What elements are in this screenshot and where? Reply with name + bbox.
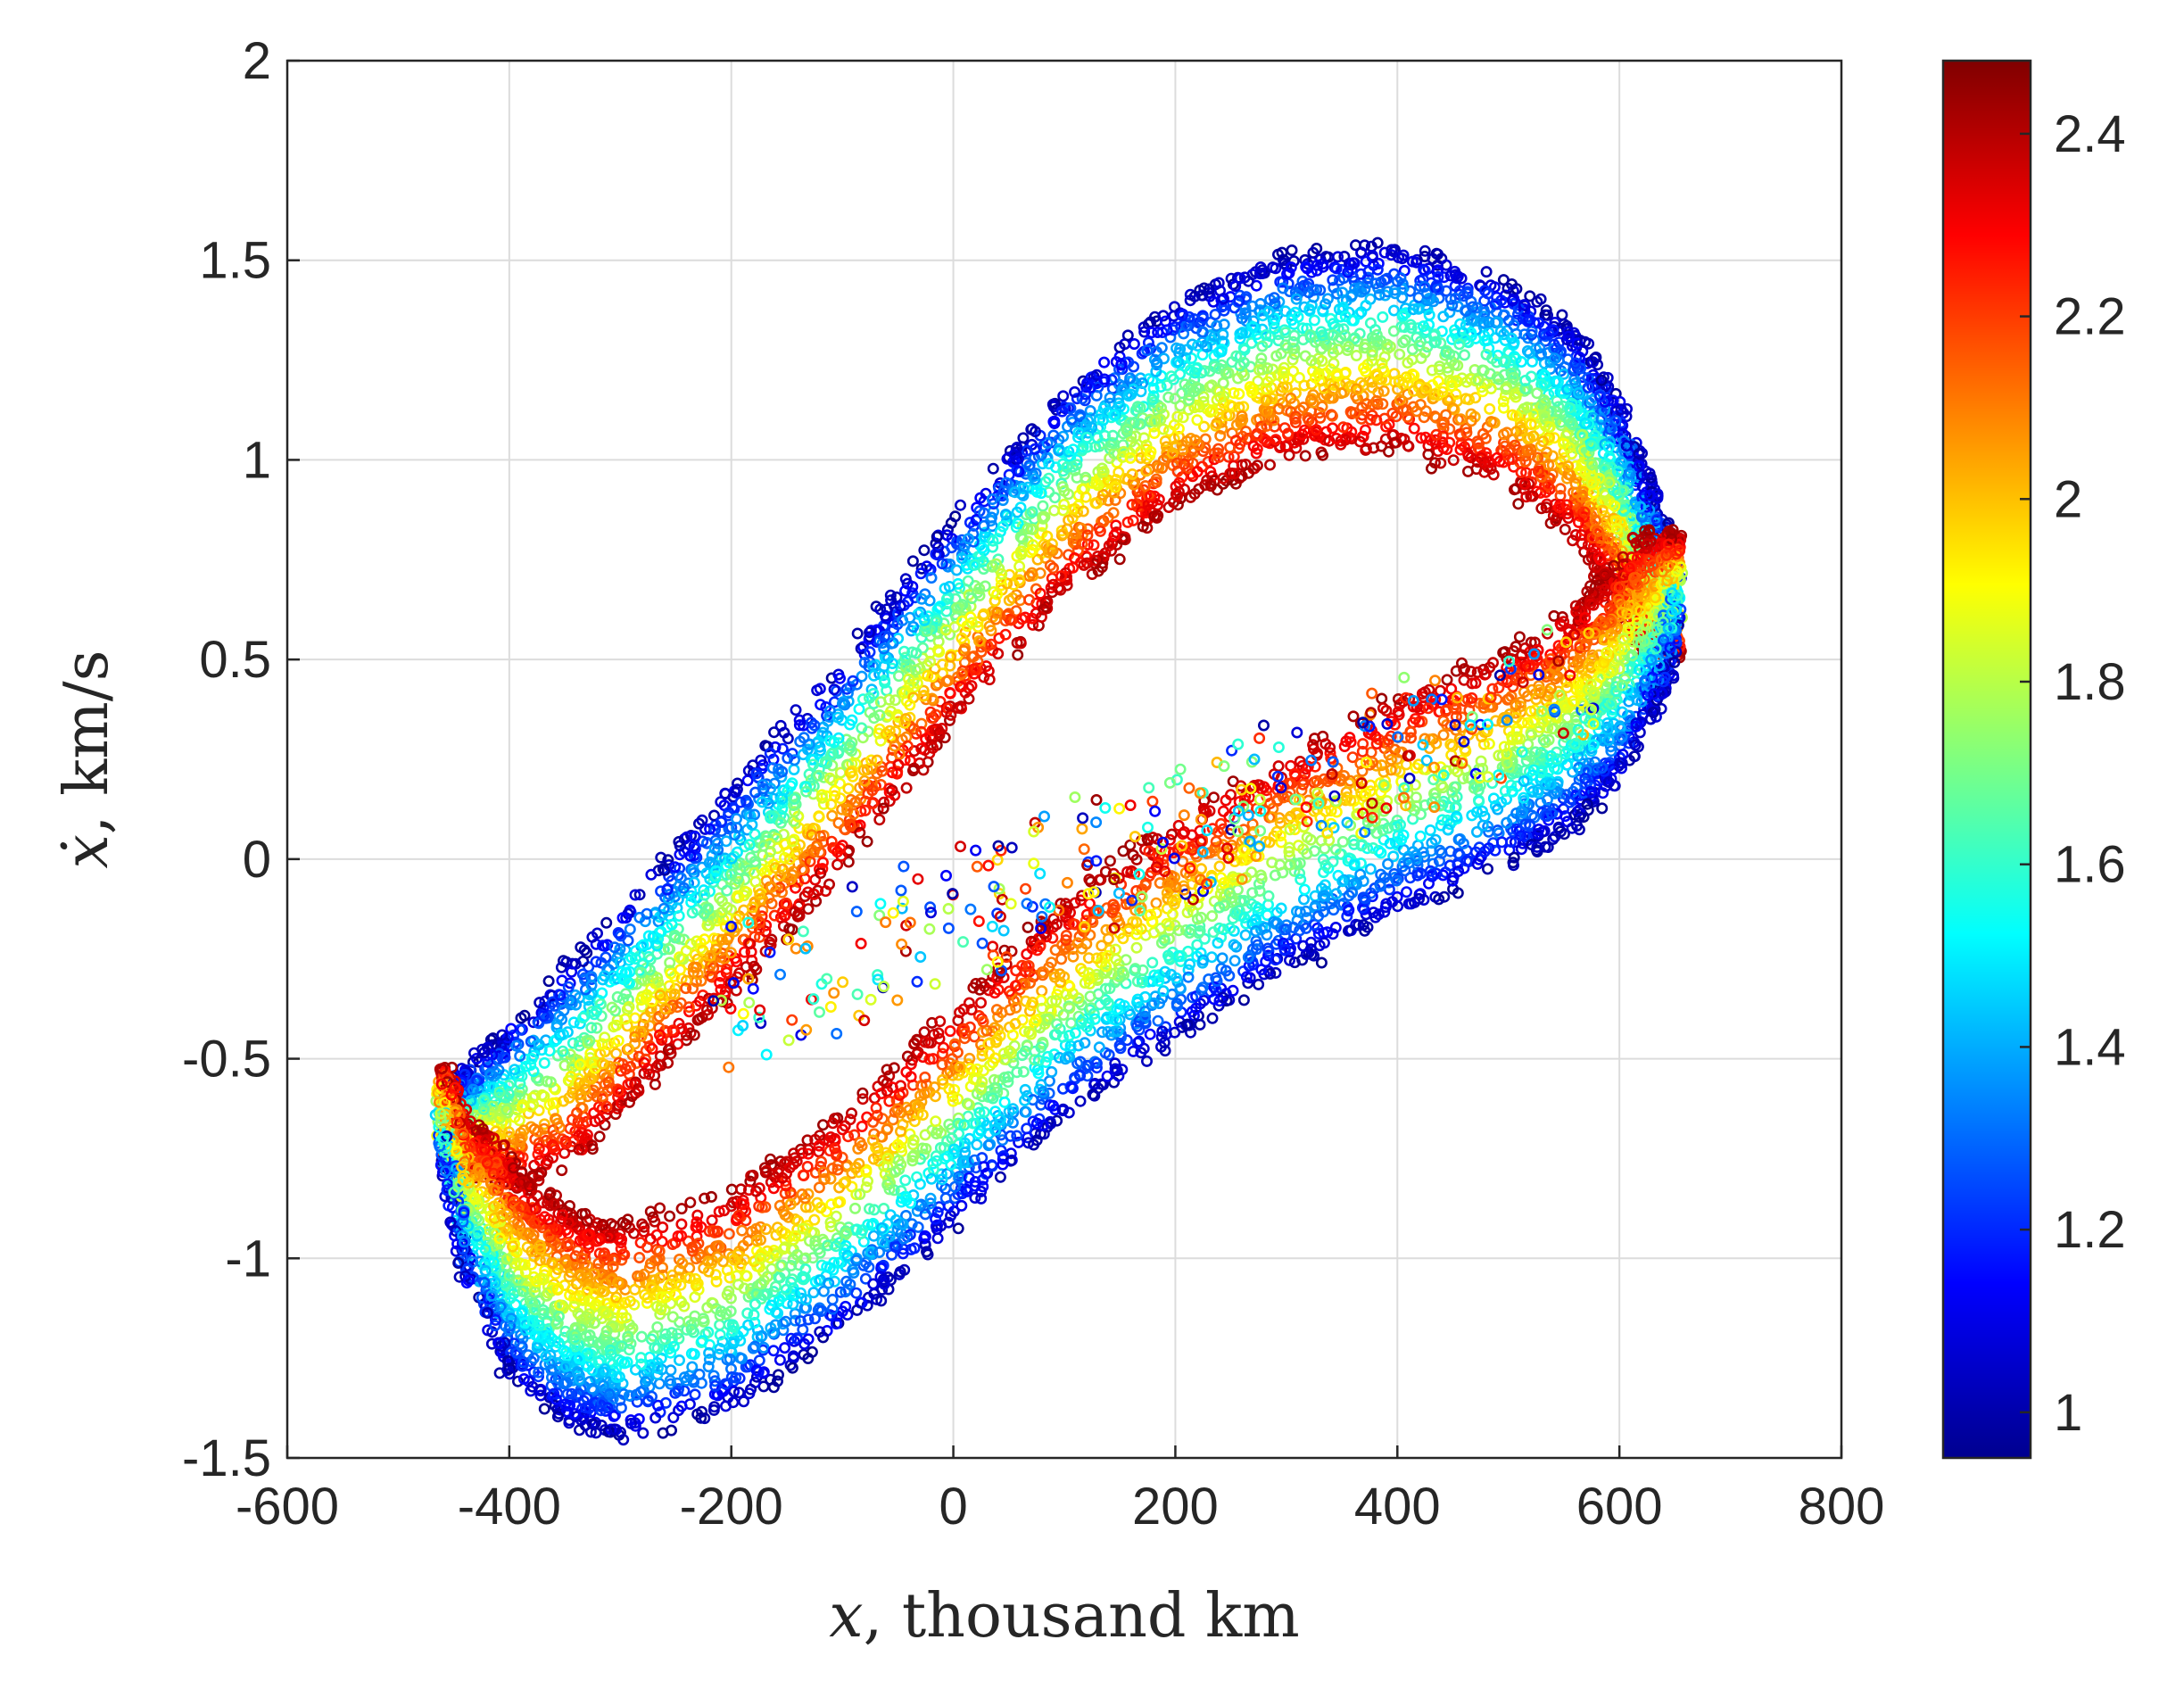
data-point [889, 694, 901, 707]
data-point [1484, 402, 1496, 415]
data-point [1512, 498, 1525, 510]
data-point [697, 990, 709, 1002]
data-point [530, 1072, 542, 1084]
data-point [790, 882, 802, 894]
data-point [1058, 498, 1071, 510]
data-point [1277, 381, 1289, 393]
data-point [1307, 388, 1320, 401]
data-point [802, 903, 815, 915]
data-point [1372, 257, 1385, 269]
data-point [1386, 407, 1399, 419]
data-point [1264, 459, 1277, 471]
data-point [538, 1056, 550, 1069]
data-point [1088, 539, 1100, 551]
data-point [1556, 309, 1568, 321]
data-point [1037, 500, 1049, 512]
data-point [1148, 426, 1161, 439]
data-point [776, 742, 789, 755]
data-point [1559, 523, 1571, 535]
data-point [1520, 467, 1533, 479]
data-point [1228, 386, 1240, 399]
data-point [1308, 314, 1320, 327]
data-point [987, 462, 999, 475]
data-point [714, 850, 726, 863]
data-point [1296, 322, 1309, 335]
data-point [955, 499, 967, 511]
data-point [853, 703, 865, 716]
data-point [638, 1067, 650, 1080]
data-point [1293, 371, 1305, 384]
data-point [1191, 414, 1204, 426]
scatter-points [429, 236, 1689, 1446]
data-point [655, 851, 667, 864]
data-point [790, 704, 802, 716]
data-point [567, 1016, 580, 1029]
data-point [1057, 390, 1070, 402]
data-point [599, 1119, 611, 1131]
data-point [861, 835, 873, 848]
data-point [542, 975, 555, 988]
data-point [832, 816, 845, 829]
data-point [1383, 445, 1395, 458]
data-point [842, 783, 855, 795]
data-point [1402, 388, 1414, 401]
data-point [1492, 349, 1504, 361]
data-point [1531, 295, 1543, 308]
data-point [532, 1148, 544, 1161]
data-point [892, 670, 905, 683]
data-point [674, 964, 686, 976]
data-point [1359, 424, 1371, 436]
data-point [593, 1130, 606, 1143]
data-point [610, 1048, 623, 1060]
data-point [855, 805, 867, 817]
data-point [1340, 377, 1353, 389]
data-point [1459, 349, 1471, 361]
data-point [856, 732, 869, 744]
data-point [1524, 290, 1536, 302]
data-point [741, 774, 754, 787]
data-point [1121, 329, 1134, 342]
data-point [682, 1006, 695, 1018]
data-point [1408, 422, 1420, 435]
data-point [1086, 567, 1098, 580]
data-point [600, 916, 613, 929]
data-point [1157, 423, 1170, 435]
data-point [556, 1164, 568, 1177]
data-point [906, 555, 919, 567]
data-point [1159, 435, 1171, 447]
data-point [1048, 492, 1061, 504]
data-point [645, 868, 658, 881]
data-point [900, 782, 913, 794]
data-point [1350, 349, 1362, 361]
data-point [1480, 266, 1493, 278]
data-point [1399, 334, 1411, 346]
data-point [1397, 336, 1410, 349]
data-point [1286, 244, 1298, 256]
data-point [823, 772, 836, 784]
data-point [1098, 356, 1111, 368]
data-point [516, 1083, 528, 1096]
data-point [788, 763, 800, 775]
data-point [1418, 411, 1430, 424]
data-point [1377, 385, 1390, 397]
data-point [873, 814, 886, 826]
data-point [538, 1118, 550, 1130]
data-point [1497, 395, 1510, 408]
data-point [1043, 486, 1055, 499]
data-point [624, 923, 636, 936]
data-point [739, 874, 751, 886]
data-point [1128, 337, 1140, 350]
data-point [629, 1012, 641, 1024]
data-point [1377, 311, 1389, 323]
data-point [1012, 649, 1024, 661]
